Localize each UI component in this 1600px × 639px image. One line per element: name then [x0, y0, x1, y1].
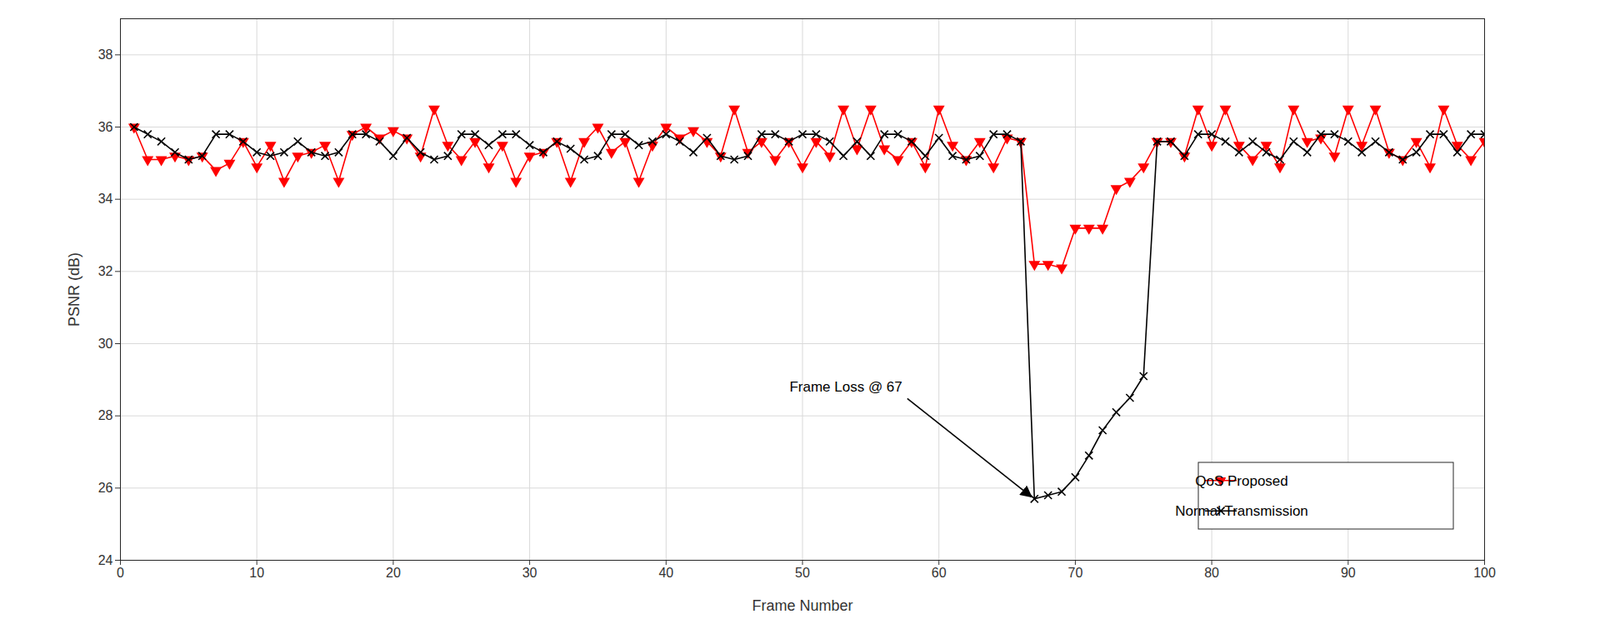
- svg-text:34: 34: [98, 191, 114, 206]
- svg-text:38: 38: [98, 47, 114, 62]
- svg-text:26: 26: [98, 480, 114, 495]
- svg-text:QoS Proposed: QoS Proposed: [1195, 473, 1289, 490]
- svg-text:Frame Loss @ 67: Frame Loss @ 67: [789, 379, 902, 395]
- svg-text:50: 50: [795, 565, 810, 580]
- svg-text:90: 90: [1340, 565, 1356, 580]
- svg-text:70: 70: [1068, 565, 1084, 580]
- svg-text:32: 32: [98, 264, 114, 279]
- svg-text:10: 10: [249, 565, 265, 580]
- svg-text:Normal Transmission: Normal Transmission: [1175, 503, 1309, 520]
- svg-text:40: 40: [658, 565, 674, 580]
- svg-text:24: 24: [98, 553, 114, 568]
- svg-text:Frame Number: Frame Number: [751, 597, 853, 615]
- svg-text:28: 28: [98, 408, 114, 423]
- svg-text:80: 80: [1204, 565, 1220, 580]
- svg-text:60: 60: [931, 565, 947, 580]
- svg-text:36: 36: [98, 120, 114, 135]
- svg-text:30: 30: [98, 336, 114, 351]
- svg-text:0: 0: [116, 565, 125, 580]
- svg-text:PSNR (dB): PSNR (dB): [65, 252, 83, 327]
- svg-text:30: 30: [522, 565, 538, 580]
- svg-text:20: 20: [385, 565, 401, 580]
- svg-text:100: 100: [1473, 565, 1496, 580]
